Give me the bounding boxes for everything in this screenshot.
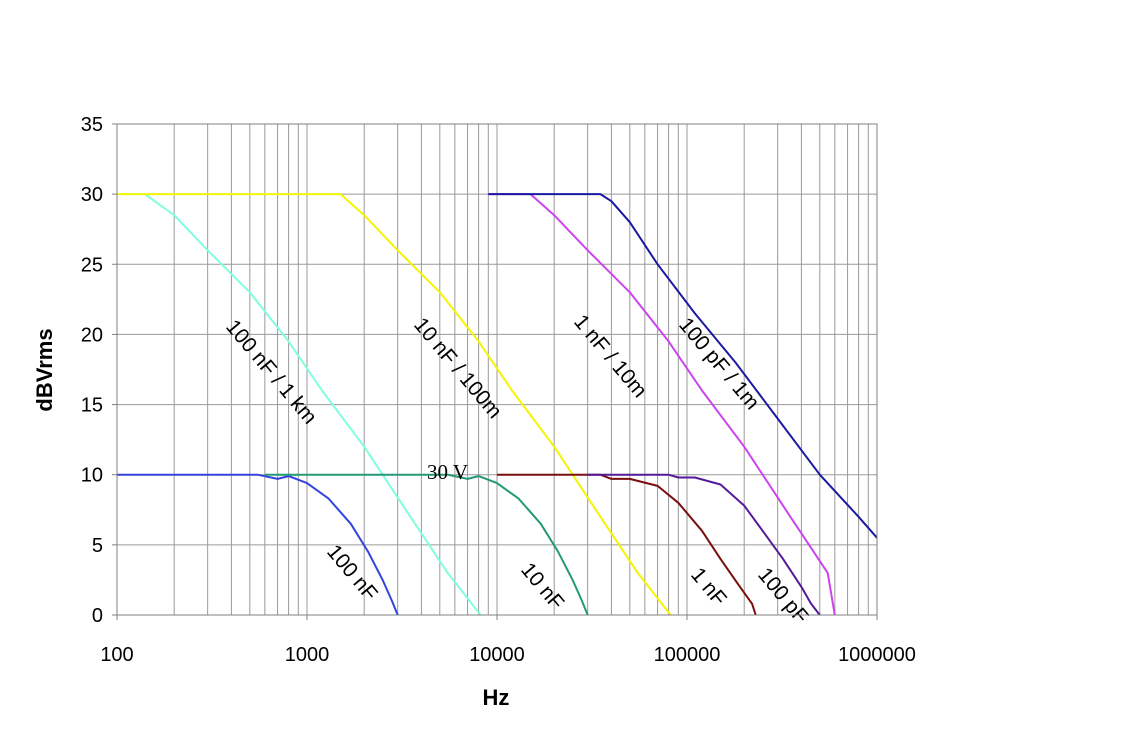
y-tick-label: 0 bbox=[92, 605, 103, 627]
y-tick-label: 30 bbox=[81, 184, 103, 206]
y-tick-label: 35 bbox=[81, 114, 103, 136]
series-line-1-nf bbox=[497, 473, 757, 616]
annotation-30v: 30 V bbox=[427, 460, 468, 484]
y-tick-label: 10 bbox=[81, 465, 103, 487]
series-layer bbox=[117, 193, 878, 616]
y-tick-label: 5 bbox=[92, 535, 103, 557]
y-axis-title: dBVrms bbox=[32, 328, 57, 411]
x-tick-label: 10000 bbox=[469, 644, 525, 666]
series-line-10-nf-100m bbox=[117, 193, 672, 616]
y-tick-label: 25 bbox=[81, 254, 103, 276]
tick-layer: 0 5 10 15 20 25 30 35 100 1000 10000 100000 1000000 bbox=[81, 114, 916, 666]
series-line-1-nf-10m bbox=[488, 193, 836, 616]
series-line-100-nf bbox=[117, 473, 399, 616]
series-line-100-nf-1-km bbox=[117, 193, 482, 616]
grid-layer bbox=[117, 124, 877, 615]
x-tick-label: 1000 bbox=[285, 644, 330, 666]
x-tick-label: 100000 bbox=[654, 644, 721, 666]
x-tick-label: 100 bbox=[100, 644, 133, 666]
x-tick-label: 1000000 bbox=[838, 644, 916, 666]
series-line-10-nf bbox=[264, 473, 589, 616]
x-axis-title: Hz bbox=[483, 685, 510, 710]
y-tick-label: 20 bbox=[81, 324, 103, 346]
series-line-100-pf bbox=[587, 473, 821, 616]
series-line-100-pf-1m bbox=[488, 193, 878, 539]
y-tick-label: 15 bbox=[81, 395, 103, 417]
plot-frame bbox=[116, 123, 878, 616]
